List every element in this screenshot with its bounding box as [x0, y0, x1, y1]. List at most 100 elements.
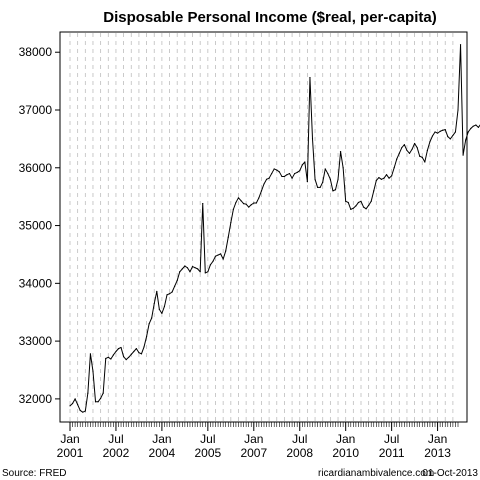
data-point [447, 135, 449, 138]
x-tick-label-year: 2002 [103, 446, 130, 460]
data-point [370, 200, 372, 202]
data-point [117, 348, 120, 350]
x-tick-label-year: 2004 [149, 446, 176, 460]
data-point [426, 149, 428, 152]
data-point [337, 178, 339, 180]
data-point [470, 127, 472, 130]
data-point [291, 177, 293, 179]
data-point [388, 177, 390, 179]
y-tick-label: 34000 [19, 276, 53, 290]
data-point [107, 356, 109, 358]
data-point [465, 139, 467, 141]
x-tick-label-month: Jan [428, 432, 447, 446]
grid-lines [69, 33, 454, 421]
data-point [120, 346, 122, 349]
data-point [148, 323, 150, 325]
data-point [133, 350, 135, 353]
data-point [406, 149, 408, 152]
data-point [214, 255, 217, 257]
x-tick-label-month: Jul [108, 432, 123, 446]
data-point [71, 402, 74, 405]
data-point [186, 267, 189, 269]
data-point [350, 208, 352, 210]
data-point [452, 134, 454, 137]
data-point [268, 177, 270, 179]
data-point [288, 172, 291, 175]
data-point [232, 208, 234, 210]
data-point [454, 131, 457, 133]
data-point [299, 170, 301, 172]
data-point [77, 404, 79, 406]
y-tick-label: 33000 [19, 334, 53, 348]
x-tick-label-month: Jan [60, 432, 79, 446]
data-point [181, 268, 183, 270]
data-point [235, 201, 237, 204]
data-point [207, 271, 209, 273]
data-point [462, 154, 464, 156]
data-point [477, 126, 480, 128]
data-point [283, 175, 286, 178]
data-point [357, 201, 360, 204]
data-point [324, 168, 326, 170]
data-point [278, 171, 280, 173]
data-point [352, 207, 354, 209]
x-tick-label-year: 2007 [240, 446, 267, 460]
data-point [153, 302, 155, 305]
data-point [174, 285, 176, 287]
data-point [342, 167, 344, 169]
x-tick-label-year: 2008 [286, 446, 313, 460]
data-point [398, 152, 400, 154]
chart-title: Disposable Personal Income ($real, per-c… [103, 9, 436, 26]
plot-frame [59, 31, 468, 423]
data-point [362, 206, 365, 208]
data-point [197, 268, 199, 270]
y-tick-label: 37000 [19, 103, 53, 117]
data-point [87, 392, 89, 394]
data-point [327, 172, 329, 175]
data-point [273, 168, 275, 170]
data-point [105, 357, 107, 360]
data-point [171, 291, 173, 293]
data-point [145, 335, 148, 338]
data-point [242, 203, 245, 205]
data-point [209, 264, 211, 266]
data-point [467, 131, 469, 133]
axes: 32000330003400035000360003700038000Jan20… [19, 45, 459, 460]
data-point [237, 197, 240, 199]
data-point [401, 146, 403, 149]
data-point [271, 172, 273, 175]
data-point [449, 138, 451, 140]
data-point [296, 171, 298, 173]
data-point [225, 250, 227, 252]
data-point [100, 397, 102, 399]
data-point [332, 190, 334, 192]
data-point [143, 346, 145, 348]
data-point [258, 197, 260, 199]
data-point [260, 190, 263, 192]
data-point [125, 359, 127, 361]
data-point [396, 158, 398, 160]
data-point [140, 353, 143, 355]
data-point [151, 317, 153, 319]
footer-source: Source: FRED [2, 468, 66, 479]
data-point [123, 356, 125, 358]
data-point [74, 398, 76, 400]
y-tick-label: 38000 [19, 45, 53, 59]
data-point [112, 354, 114, 356]
data-point [309, 77, 311, 79]
data-point [161, 312, 163, 314]
x-tick-label-month: Jul [384, 432, 399, 446]
data-point [421, 156, 423, 158]
data-point [212, 260, 214, 262]
data-point [403, 144, 405, 146]
data-point [408, 152, 411, 154]
data-point [391, 175, 393, 177]
data-point [138, 352, 140, 354]
x-tick-label-year: 2013 [424, 446, 451, 460]
data-point [69, 405, 71, 407]
data-point [156, 290, 158, 293]
data-point [286, 174, 288, 176]
data-point [240, 200, 242, 202]
